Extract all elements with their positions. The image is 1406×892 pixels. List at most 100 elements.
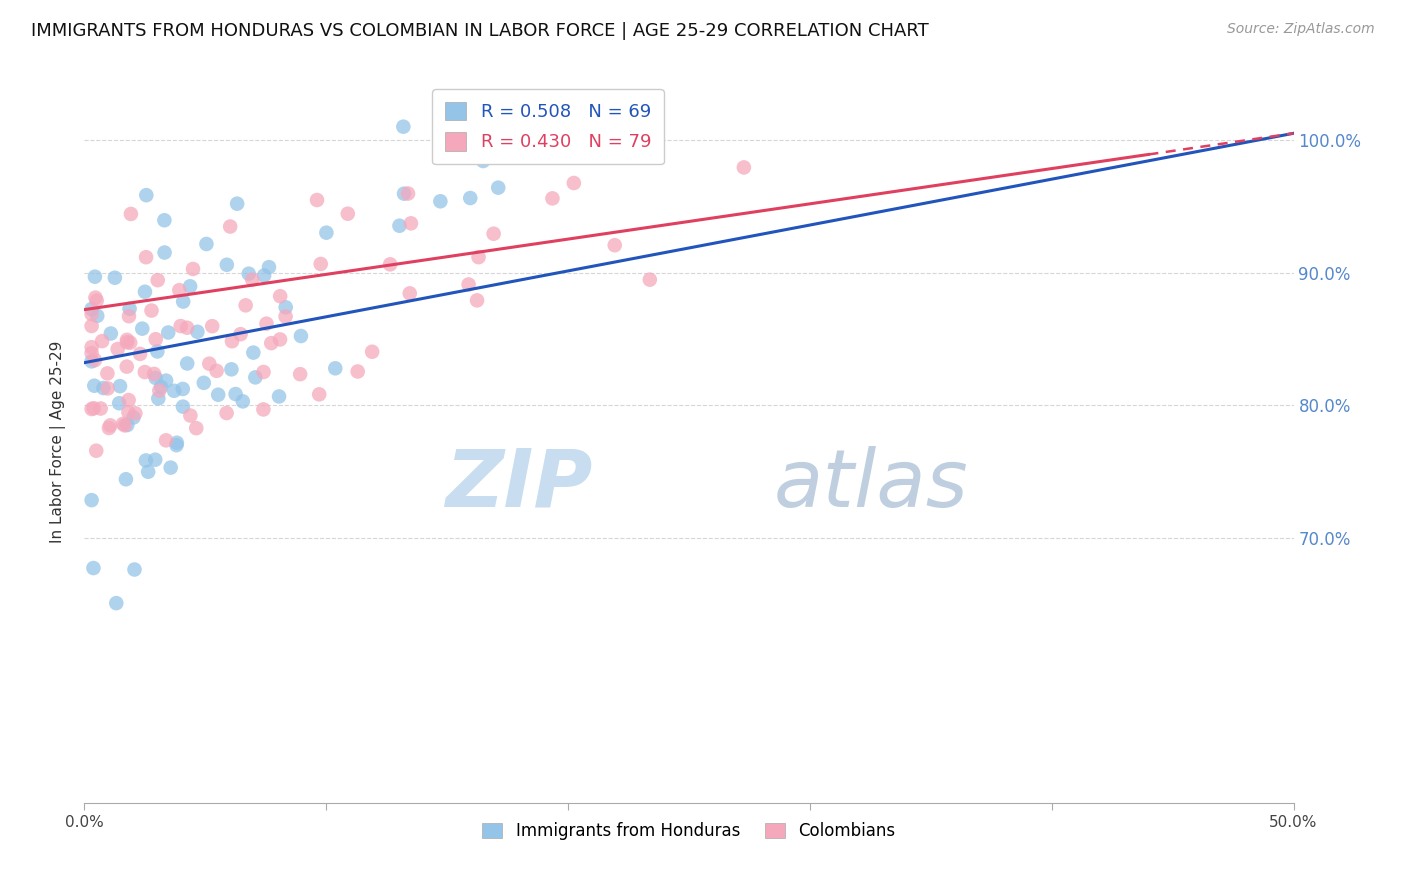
Point: [84, 269, 107, 284]
Point: [346, 364, 368, 378]
Point: [472, 154, 495, 169]
Point: [90, 401, 112, 416]
Point: [135, 188, 157, 202]
Point: [193, 376, 215, 390]
Point: [274, 300, 297, 314]
Point: [235, 298, 257, 312]
Point: [429, 194, 451, 209]
Point: [361, 344, 384, 359]
Point: [86, 309, 108, 323]
Point: [638, 273, 661, 287]
Point: [267, 389, 290, 403]
Point: [388, 219, 411, 233]
Point: [221, 334, 243, 349]
Point: [86, 293, 108, 308]
Point: [308, 387, 330, 401]
Point: [146, 344, 169, 359]
Point: [148, 392, 170, 406]
Point: [486, 180, 509, 194]
Point: [148, 384, 170, 398]
Point: [134, 365, 156, 379]
Point: [96, 367, 118, 381]
Point: [108, 379, 131, 393]
Point: [108, 396, 131, 410]
Point: [98, 418, 121, 433]
Point: [207, 388, 229, 402]
Legend: Immigrants from Honduras, Colombians: Immigrants from Honduras, Colombians: [474, 814, 904, 848]
Point: [315, 226, 337, 240]
Point: [163, 384, 186, 398]
Point: [172, 294, 194, 309]
Point: [80, 307, 103, 321]
Point: [323, 361, 346, 376]
Point: [392, 120, 415, 134]
Point: [336, 207, 359, 221]
Point: [215, 258, 238, 272]
Point: [134, 285, 156, 299]
Point: [124, 406, 146, 420]
Point: [482, 227, 505, 241]
Point: [457, 277, 479, 292]
Point: [105, 596, 128, 610]
Point: [97, 421, 120, 435]
Point: [155, 434, 177, 448]
Point: [392, 186, 415, 201]
Point: [467, 250, 489, 264]
Point: [269, 333, 291, 347]
Text: Source: ZipAtlas.com: Source: ZipAtlas.com: [1227, 22, 1375, 37]
Point: [155, 374, 177, 388]
Point: [252, 365, 274, 379]
Point: [179, 409, 201, 423]
Point: [179, 279, 201, 293]
Point: [274, 310, 297, 324]
Point: [100, 326, 122, 341]
Text: ZIP: ZIP: [444, 446, 592, 524]
Point: [84, 291, 107, 305]
Point: [118, 392, 141, 407]
Point: [153, 245, 176, 260]
Point: [240, 273, 263, 287]
Point: [269, 289, 291, 303]
Point: [145, 371, 167, 385]
Point: [225, 387, 247, 401]
Point: [166, 435, 188, 450]
Point: [257, 260, 280, 274]
Point: [131, 321, 153, 335]
Point: [201, 319, 224, 334]
Point: [141, 303, 163, 318]
Point: [219, 219, 242, 234]
Point: [104, 270, 127, 285]
Point: [238, 267, 260, 281]
Point: [198, 357, 221, 371]
Point: [290, 329, 312, 343]
Point: [93, 381, 115, 395]
Point: [166, 438, 188, 452]
Point: [118, 301, 141, 316]
Point: [581, 120, 603, 134]
Point: [122, 410, 145, 425]
Point: [80, 319, 103, 334]
Point: [115, 335, 138, 350]
Point: [378, 257, 401, 271]
Point: [232, 394, 254, 409]
Point: [84, 353, 107, 368]
Point: [135, 250, 157, 264]
Point: [135, 453, 157, 467]
Point: [252, 402, 274, 417]
Point: [176, 356, 198, 370]
Point: [97, 381, 120, 395]
Point: [143, 367, 166, 381]
Point: [82, 561, 104, 575]
Point: [120, 335, 142, 350]
Point: [229, 327, 252, 342]
Point: [305, 193, 328, 207]
Text: atlas: atlas: [773, 446, 969, 524]
Point: [91, 334, 114, 348]
Point: [143, 452, 166, 467]
Point: [176, 320, 198, 334]
Point: [136, 465, 159, 479]
Point: [159, 460, 181, 475]
Point: [309, 257, 332, 271]
Point: [153, 213, 176, 227]
Point: [169, 283, 191, 297]
